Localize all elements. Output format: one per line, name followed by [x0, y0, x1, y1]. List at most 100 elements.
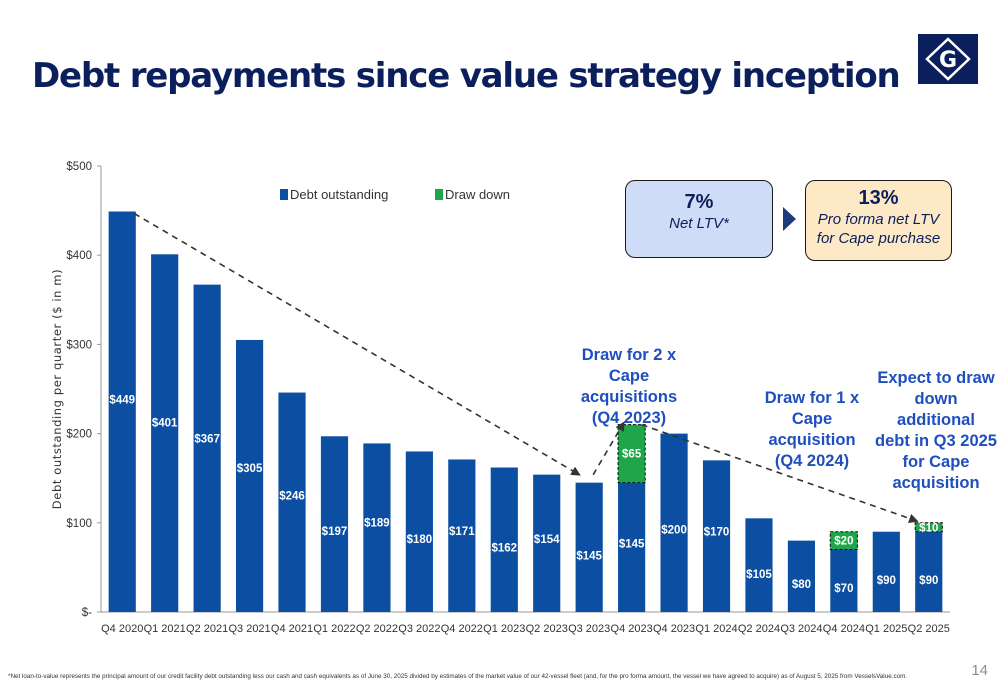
bar-debt-outstanding [575, 482, 603, 612]
net-ltv-value: 7% [684, 191, 714, 213]
annotation-cape2-line1: Draw for 2 x Cape [581, 346, 677, 385]
data-label-debt: $105 [746, 569, 772, 581]
x-tick-label: Q1 2023 [483, 623, 525, 635]
data-label-debt: $367 [194, 433, 220, 445]
x-tick-label: Q2 2025 [908, 623, 950, 635]
bar-draw-down [914, 522, 943, 533]
proforma-ltv-callout: 13% Pro forma net LTV for Cape purchase [805, 180, 952, 261]
annotation-cape1-line1: Draw for 1 x [764, 389, 860, 407]
data-label-debt: $449 [109, 395, 135, 407]
bar-debt-outstanding [618, 482, 646, 612]
annotation-expect-line2: down additional [897, 390, 975, 429]
data-label-draw-down: $10 [919, 522, 938, 534]
data-label-draw-down: $65 [622, 449, 642, 461]
data-label-debt: $154 [534, 534, 560, 546]
data-label-debt: $162 [491, 542, 517, 554]
data-label-debt: $70 [834, 583, 853, 595]
annotation-cape1: Draw for 1 x Cape acquisition (Q4 2024) [748, 388, 876, 472]
data-label-debt: $171 [449, 526, 475, 538]
x-tick-label: Q1 2025 [865, 623, 907, 635]
bar-debt-outstanding [533, 474, 561, 612]
x-tick-label: Q2 2024 [738, 623, 780, 635]
x-tick-label: Q1 2024 [695, 623, 737, 635]
bar-debt-outstanding [320, 436, 349, 612]
annotation-expect-line1: Expect to draw [877, 369, 995, 387]
y-tick-label: $500 [66, 161, 92, 173]
bar-debt-outstanding [108, 211, 136, 612]
annotation-cape2-line3: (Q4 2023) [591, 409, 667, 427]
annotation-cape2-line2: acquisitions [580, 388, 678, 406]
data-label-debt: $189 [364, 518, 390, 530]
bar-debt-outstanding [405, 451, 433, 612]
bar-debt-outstanding [448, 459, 476, 612]
proforma-ltv-line1: Pro forma net LTV [817, 211, 940, 228]
x-tick-label: Q3 2024 [780, 623, 822, 635]
x-tick-label: Q1 2021 [144, 623, 186, 635]
data-label-debt: $145 [619, 538, 645, 550]
trend-arrow-1 [133, 212, 581, 476]
legend-swatch [435, 189, 443, 200]
x-tick-label: Q4 2023 [611, 623, 653, 635]
legend-swatch [280, 189, 288, 200]
legend-label: Debt outstanding [290, 187, 388, 202]
x-tick-label: Q3 2021 [228, 623, 270, 635]
bar-debt-outstanding [193, 284, 221, 612]
proforma-ltv-value: 13% [858, 187, 899, 209]
company-logo: G [918, 34, 978, 84]
page-title: Debt repayments since value strategy inc… [32, 56, 901, 96]
bar-draw-down [829, 531, 858, 551]
bar-debt-outstanding [660, 433, 688, 612]
bar-debt-outstanding [745, 518, 773, 612]
data-label-debt: $145 [576, 550, 602, 562]
data-label-debt: $197 [322, 526, 348, 538]
right-arrow-icon [783, 207, 796, 231]
bar-debt-outstanding [915, 531, 943, 612]
data-label-debt: $90 [877, 575, 896, 587]
net-ltv-label: Net LTV* [669, 215, 729, 232]
y-tick-label: $300 [66, 339, 92, 351]
bar-debt-outstanding [235, 339, 264, 612]
data-label-debt: $246 [279, 491, 305, 503]
y-axis-title: Debt outstanding per quarter ($ in m) [50, 269, 64, 509]
data-label-debt: $90 [919, 575, 938, 587]
bar-debt-outstanding [702, 460, 731, 612]
net-ltv-callout: 7% Net LTV* [625, 180, 773, 258]
data-label-debt: $305 [237, 463, 263, 475]
annotation-cape1-line2: Cape acquisition [768, 410, 856, 449]
trend-arrow-3 [641, 423, 919, 524]
x-tick-label: Q2 2022 [356, 623, 398, 635]
bar-debt-outstanding [787, 540, 816, 612]
x-tick-label: Q4 2022 [441, 623, 483, 635]
annotation-cape1-line3: (Q4 2024) [774, 452, 850, 470]
x-tick-label: Q2 2023 [526, 623, 568, 635]
x-tick-label: Q1 2022 [313, 623, 355, 635]
x-tick-label: Q4 2020 [101, 623, 143, 635]
data-label-debt: $80 [792, 579, 811, 591]
logo-letter: G [939, 48, 957, 73]
bar-debt-outstanding [490, 467, 518, 612]
data-label-debt: $200 [661, 524, 687, 536]
bar-debt-outstanding [872, 531, 900, 612]
legend-label: Draw down [445, 187, 510, 202]
data-label-debt: $180 [407, 534, 433, 546]
bar-debt-outstanding [151, 254, 179, 613]
bar-debt-outstanding [363, 443, 391, 612]
y-tick-label: $- [82, 607, 92, 619]
x-tick-label: Q4 2024 [823, 623, 865, 635]
footnote: *Net loan-to-value represents the princi… [8, 673, 908, 680]
y-tick-label: $200 [66, 429, 92, 441]
bar-debt-outstanding [830, 549, 858, 612]
annotation-expect-line5: acquisition [892, 474, 980, 492]
page-number: 14 [971, 662, 988, 679]
annotation-expect-line3: debt in Q3 2025 [875, 432, 997, 450]
annotation-expect: Expect to draw down additional debt in Q… [874, 368, 998, 494]
bar-debt-outstanding [278, 392, 306, 612]
data-label-debt: $401 [152, 417, 178, 429]
data-label-draw-down: $20 [834, 536, 853, 548]
bar-draw-down [617, 424, 646, 484]
x-tick-label: Q3 2023 [568, 623, 610, 635]
y-tick-label: $400 [66, 250, 92, 262]
x-tick-label: Q3 2022 [398, 623, 440, 635]
x-tick-label: Q2 2021 [186, 623, 228, 635]
